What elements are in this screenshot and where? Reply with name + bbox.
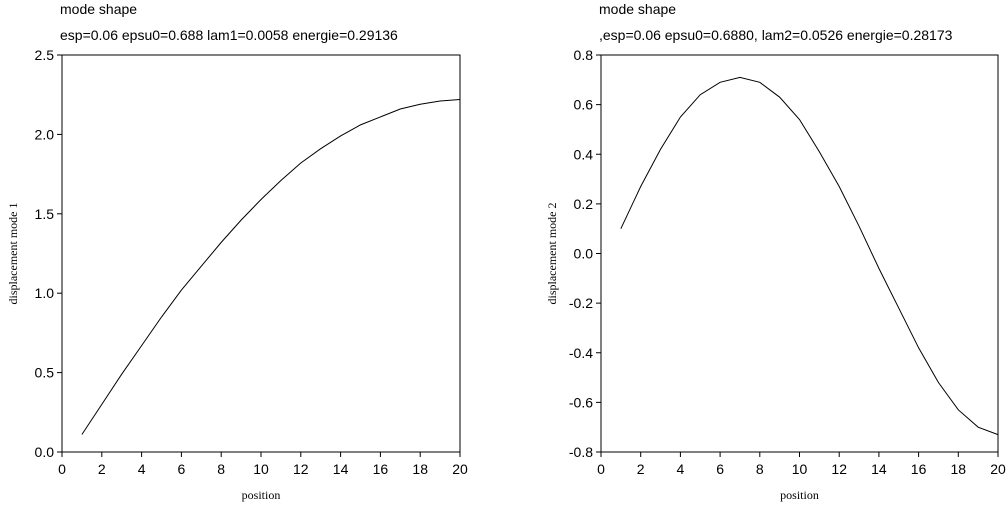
x-tick-label: 6 — [178, 461, 186, 477]
x-tick-label: 20 — [990, 461, 1006, 477]
x-tick-label: 2 — [98, 461, 106, 477]
x-tick-label: 12 — [293, 461, 309, 477]
y-tick-label: 0.8 — [574, 47, 594, 63]
plot-frame — [600, 54, 999, 453]
chart-subtitle: esp=0.06 epsu0=0.688 lam1=0.0058 energie… — [60, 27, 398, 43]
y-tick-label: -0.2 — [569, 295, 593, 311]
x-tick-label: 0 — [58, 461, 66, 477]
x-tick-label: 18 — [412, 461, 428, 477]
x-tick-label: 16 — [373, 461, 389, 477]
x-tick-label: 0 — [597, 461, 605, 477]
data-line — [620, 76, 999, 436]
x-tick-label: 12 — [831, 461, 847, 477]
y-tick-label: 1.0 — [35, 285, 55, 301]
y-tick-label: 0.6 — [574, 97, 594, 113]
chart-title: mode shape — [599, 1, 676, 17]
y-tick-label: 0.4 — [574, 146, 594, 162]
x-axis-label: position — [780, 488, 819, 502]
y-tick-label: 0.0 — [35, 444, 55, 460]
y-tick-label: 2.0 — [35, 126, 55, 142]
y-tick-label: -0.6 — [569, 394, 593, 410]
y-tick-label: 0.5 — [35, 365, 55, 381]
x-tick-label: 4 — [138, 461, 146, 477]
y-tick-label: 0.0 — [574, 246, 594, 262]
y-tick-label: 0.2 — [574, 196, 594, 212]
x-tick-label: 16 — [911, 461, 927, 477]
x-tick-label: 6 — [716, 461, 724, 477]
x-tick-label: 10 — [792, 461, 808, 477]
x-tick-label: 14 — [871, 461, 887, 477]
y-axis-label: displacement mode 2 — [545, 203, 559, 305]
x-tick-label: 2 — [637, 461, 645, 477]
plot-frame — [61, 54, 461, 453]
x-tick-label: 14 — [333, 461, 349, 477]
chart-subtitle: ,esp=0.06 epsu0=0.6880, lam2=0.0526 ener… — [599, 27, 953, 43]
chart-title: mode shape — [60, 1, 137, 17]
data-line — [81, 98, 461, 435]
y-tick-label: 2.5 — [35, 47, 55, 63]
x-axis-label: position — [242, 488, 281, 502]
x-tick-label: 8 — [756, 461, 764, 477]
y-tick-label: -0.8 — [569, 444, 593, 460]
y-axis-label: displacement mode 1 — [6, 203, 20, 305]
y-tick-label: -0.4 — [569, 345, 593, 361]
y-tick-label: 1.5 — [35, 206, 55, 222]
x-tick-label: 18 — [951, 461, 967, 477]
x-tick-label: 4 — [677, 461, 685, 477]
x-tick-label: 8 — [217, 461, 225, 477]
x-tick-label: 10 — [253, 461, 269, 477]
x-tick-label: 20 — [452, 461, 468, 477]
